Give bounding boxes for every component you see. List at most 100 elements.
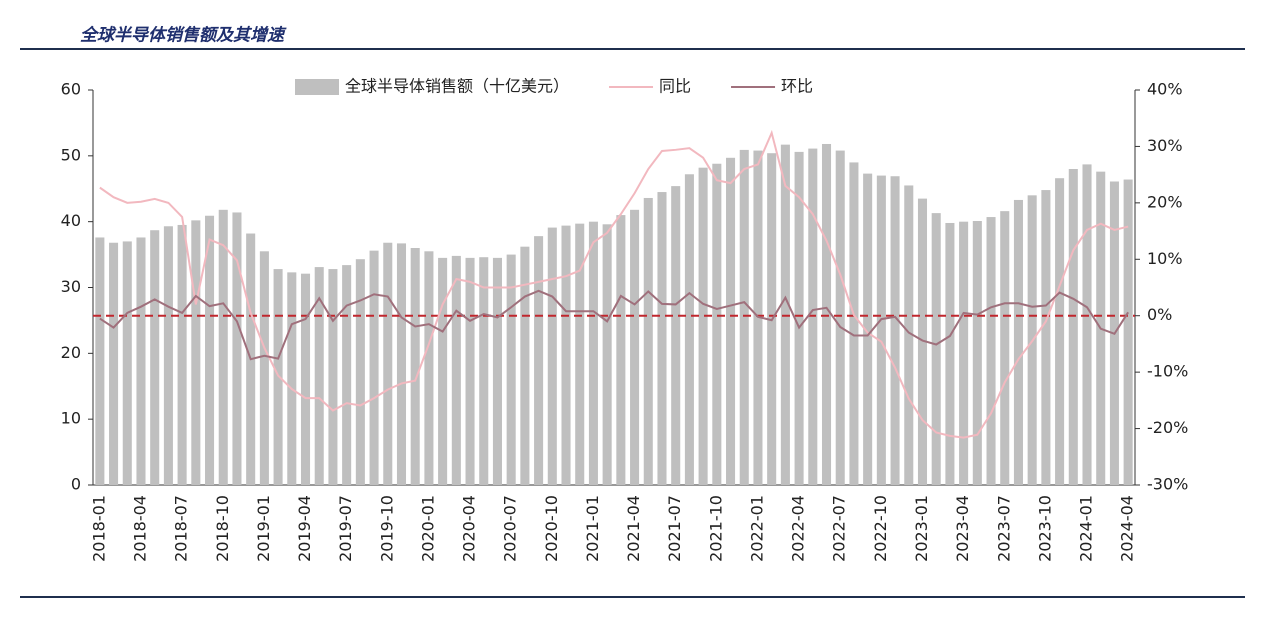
bar bbox=[821, 143, 832, 485]
bar bbox=[355, 259, 365, 485]
x-tick-label: 2019-07 bbox=[336, 495, 355, 562]
bar bbox=[904, 185, 914, 486]
legend-swatch bbox=[295, 79, 339, 95]
x-tick-label: 2020-01 bbox=[418, 495, 437, 562]
bar bbox=[863, 173, 873, 485]
bar bbox=[506, 254, 516, 485]
bar bbox=[95, 237, 105, 485]
x-tick-label: 2021-07 bbox=[665, 495, 684, 562]
bar bbox=[109, 242, 119, 485]
bar bbox=[630, 209, 640, 486]
bar bbox=[1068, 169, 1078, 485]
bar bbox=[410, 248, 420, 485]
x-tick-label: 2021-01 bbox=[583, 495, 602, 562]
bar bbox=[698, 167, 708, 485]
bar bbox=[122, 241, 132, 485]
x-tick-label: 2024-01 bbox=[1077, 495, 1096, 562]
bar bbox=[959, 221, 969, 485]
bar bbox=[424, 251, 434, 485]
bar bbox=[451, 255, 461, 485]
bar bbox=[588, 221, 598, 485]
y-tick-label: 60 bbox=[61, 80, 81, 99]
bar bbox=[328, 269, 338, 485]
y-tick-label: 0 bbox=[71, 475, 81, 494]
bar bbox=[616, 215, 626, 486]
y-tick-label: 20 bbox=[61, 343, 81, 362]
bar bbox=[177, 224, 187, 486]
x-tick-label: 2022-04 bbox=[789, 495, 808, 562]
bar bbox=[1082, 164, 1092, 485]
line bbox=[99, 289, 1129, 361]
bar bbox=[259, 251, 269, 485]
y2-tick-label: 40% bbox=[1147, 80, 1183, 99]
legend-label: 全球半导体销售额（十亿美元） bbox=[345, 77, 569, 96]
bar bbox=[300, 273, 311, 485]
y2-tick-label: -10% bbox=[1147, 362, 1188, 381]
bar bbox=[1123, 179, 1133, 486]
y2-tick-label: 10% bbox=[1147, 249, 1183, 268]
x-tick-label: 2022-10 bbox=[871, 495, 890, 562]
bar bbox=[342, 265, 352, 485]
line bbox=[99, 129, 1129, 439]
x-tick-label: 2023-01 bbox=[912, 495, 931, 562]
y-tick-label: 40 bbox=[61, 211, 81, 230]
bar bbox=[561, 225, 571, 485]
x-tick-label: 2022-07 bbox=[830, 495, 849, 562]
bar bbox=[492, 257, 502, 485]
bar bbox=[739, 149, 749, 486]
bar bbox=[218, 209, 228, 486]
bar bbox=[712, 163, 722, 485]
x-tick-label: 2018-04 bbox=[130, 495, 149, 562]
y2-tick-label: -30% bbox=[1147, 475, 1188, 494]
x-tick-label: 2018-10 bbox=[213, 495, 232, 562]
bar bbox=[931, 213, 941, 485]
bar bbox=[1000, 211, 1010, 485]
y2-tick-label: 0% bbox=[1147, 305, 1172, 324]
bar bbox=[314, 267, 324, 485]
bar bbox=[684, 174, 694, 485]
bar bbox=[369, 250, 379, 485]
bar bbox=[657, 192, 667, 485]
bar bbox=[396, 243, 407, 485]
x-tick-label: 2020-10 bbox=[542, 495, 561, 562]
bar bbox=[465, 257, 475, 485]
chart-title: 全球半导体销售额及其增速 bbox=[80, 26, 287, 46]
bar bbox=[671, 186, 681, 485]
bar bbox=[232, 212, 242, 485]
bar bbox=[547, 227, 557, 485]
x-tick-label: 2023-04 bbox=[953, 495, 972, 562]
x-tick-label: 2021-04 bbox=[624, 495, 643, 562]
bar bbox=[205, 215, 215, 485]
bar bbox=[163, 226, 173, 485]
bar bbox=[890, 176, 900, 485]
x-tick-label: 2018-07 bbox=[172, 495, 191, 562]
y2-tick-label: 20% bbox=[1147, 192, 1183, 211]
bar bbox=[287, 272, 297, 485]
bar bbox=[986, 217, 996, 485]
x-tick-label: 2023-07 bbox=[994, 495, 1013, 562]
bar bbox=[643, 197, 653, 485]
x-tick-label: 2020-07 bbox=[501, 495, 520, 562]
bar bbox=[876, 175, 886, 486]
y-tick-label: 30 bbox=[61, 277, 81, 296]
bar bbox=[726, 157, 736, 485]
bar bbox=[602, 224, 612, 486]
bar bbox=[794, 151, 804, 485]
bar bbox=[534, 236, 544, 485]
x-tick-label: 2024-04 bbox=[1118, 495, 1137, 562]
bar bbox=[479, 257, 489, 485]
y2-tick-label: -20% bbox=[1147, 418, 1188, 437]
x-tick-label: 2023-10 bbox=[1035, 495, 1054, 562]
x-tick-label: 2019-10 bbox=[377, 495, 396, 562]
bar bbox=[1041, 190, 1051, 486]
legend-label: 同比 bbox=[659, 77, 691, 96]
bar bbox=[849, 162, 859, 485]
legend-label: 环比 bbox=[781, 77, 813, 96]
bar bbox=[917, 198, 928, 485]
bar bbox=[136, 237, 146, 485]
bar bbox=[150, 230, 160, 485]
x-tick-label: 2021-10 bbox=[706, 495, 725, 562]
x-tick-label: 2019-04 bbox=[295, 495, 314, 562]
bar bbox=[1013, 199, 1023, 486]
bar bbox=[383, 242, 393, 485]
